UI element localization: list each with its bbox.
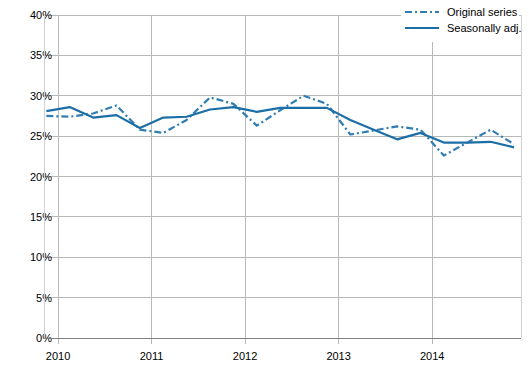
y-axis-line (44, 15, 45, 338)
y-grid-line (44, 257, 521, 258)
series-line (46, 96, 514, 156)
x-grid-line (58, 15, 59, 344)
y-tick-label: 15% (30, 211, 52, 223)
right-frame-line (521, 15, 522, 338)
legend-label: Seasonally adj. (447, 22, 522, 34)
y-grid-line (44, 216, 521, 217)
x-grid-line (151, 15, 152, 344)
y-tick-label: 10% (30, 251, 52, 263)
y-grid-line (44, 136, 521, 137)
y-tick-label: 20% (30, 171, 52, 183)
legend: Original series Seasonally adj. (401, 2, 522, 42)
x-tick-label: 2011 (140, 350, 164, 362)
y-grid-line (44, 338, 521, 339)
x-tick-label: 2014 (420, 350, 444, 362)
legend-label: Original series (447, 6, 518, 18)
x-grid-line (432, 15, 433, 344)
chart: 0%5%10%15%20%25%30%35%40%201020112012201… (0, 0, 529, 378)
y-tick-label: 40% (30, 9, 52, 21)
x-grid-line (245, 15, 246, 344)
x-grid-line (338, 15, 339, 344)
x-tick-label: 2013 (326, 350, 350, 362)
y-grid-line (44, 95, 521, 96)
x-tick-label: 2012 (233, 350, 257, 362)
x-axis-line (44, 338, 521, 339)
y-grid-line (44, 176, 521, 177)
x-tick-label: 2010 (46, 350, 70, 362)
plot-area (46, 96, 514, 156)
y-tick-label: 30% (30, 90, 52, 102)
y-tick-label: 35% (30, 49, 52, 61)
legend-swatch (405, 27, 439, 29)
legend-swatch (405, 11, 439, 13)
series-line (46, 107, 514, 147)
grid (44, 15, 521, 344)
y-grid-line (44, 55, 521, 56)
y-grid-line (44, 297, 521, 298)
y-tick-label: 25% (30, 130, 52, 142)
